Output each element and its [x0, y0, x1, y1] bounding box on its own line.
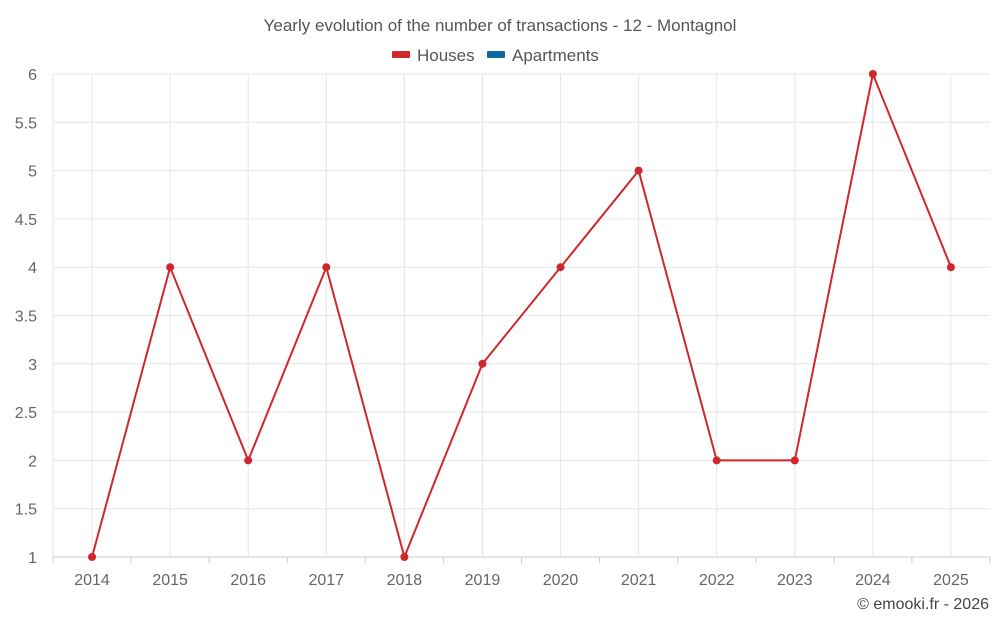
x-tick-label: 2015 — [152, 572, 188, 589]
x-tick-label: 2019 — [465, 572, 501, 589]
gridlines — [52, 73, 990, 558]
legend-swatch-apartments[interactable] — [487, 51, 505, 58]
x-tick-label: 2022 — [699, 572, 735, 589]
legend[interactable]: Houses Apartments — [392, 46, 599, 65]
y-tick-label: 1.5 — [15, 502, 37, 519]
data-point-houses-2025[interactable] — [946, 263, 955, 272]
y-tick-label: 3.5 — [15, 309, 37, 326]
x-tick-label: 2016 — [230, 572, 266, 589]
y-tick-label: 1 — [28, 550, 37, 567]
data-point-houses-2020[interactable] — [556, 263, 565, 272]
y-tick-label: 4 — [28, 260, 37, 277]
y-tick-label: 5.5 — [15, 115, 37, 132]
data-point-houses-2019[interactable] — [478, 359, 487, 368]
data-point-houses-2018[interactable] — [400, 553, 409, 561]
data-point-houses-2016[interactable] — [244, 456, 253, 465]
y-tick-label: 2.5 — [15, 405, 37, 422]
x-tick-label: 2025 — [933, 572, 969, 589]
data-point-houses-2014[interactable] — [88, 553, 97, 561]
series-layer — [88, 70, 955, 561]
x-tick-label: 2024 — [855, 572, 891, 589]
legend-label-houses[interactable]: Houses — [417, 46, 475, 65]
legend-label-apartments[interactable]: Apartments — [512, 46, 599, 65]
credit-text: © emooki.fr - 2026 — [857, 596, 989, 613]
data-point-houses-2022[interactable] — [712, 456, 721, 465]
x-tick-label: 2023 — [777, 572, 813, 589]
data-point-houses-2023[interactable] — [790, 456, 799, 465]
series-line-houses[interactable] — [91, 73, 952, 558]
x-tick-label: 2020 — [543, 572, 579, 589]
data-point-houses-2015[interactable] — [166, 263, 175, 272]
data-point-houses-2017[interactable] — [322, 263, 331, 272]
data-point-houses-2021[interactable] — [634, 166, 643, 175]
x-tick-label: 2014 — [74, 572, 110, 589]
y-tick-label: 6 — [28, 67, 37, 84]
y-axis: 1 1.5 2 2.5 3 3.5 4 4.5 5 5.5 6 — [15, 67, 37, 567]
y-tick-label: 2 — [28, 453, 37, 470]
x-tick-label: 2017 — [308, 572, 344, 589]
y-tick-label: 4.5 — [15, 212, 37, 229]
x-tick-label: 2018 — [387, 572, 423, 589]
y-tick-label: 3 — [28, 357, 37, 374]
chart-title: Yearly evolution of the number of transa… — [264, 16, 737, 35]
legend-swatch-houses[interactable] — [392, 51, 410, 58]
x-axis: 2014 2015 2016 2017 2018 2019 2020 2021 2022 2023… — [52, 556, 991, 589]
y-tick-label: 5 — [28, 164, 37, 181]
data-point-houses-2024[interactable] — [868, 70, 877, 78]
x-tick-label: 2021 — [621, 572, 657, 589]
